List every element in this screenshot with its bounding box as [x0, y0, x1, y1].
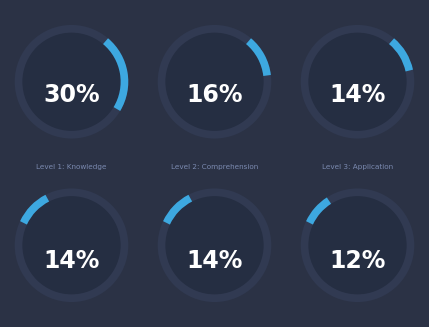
Circle shape — [166, 33, 263, 130]
Circle shape — [309, 33, 406, 130]
Circle shape — [309, 197, 406, 294]
Circle shape — [166, 197, 263, 294]
Text: 30%: 30% — [43, 83, 100, 107]
Text: 14%: 14% — [43, 249, 100, 273]
Text: Level 3: Application: Level 3: Application — [322, 164, 393, 170]
Text: 12%: 12% — [329, 249, 386, 273]
Circle shape — [23, 197, 120, 294]
Text: Level 1: Knowledge: Level 1: Knowledge — [36, 164, 107, 170]
Text: 14%: 14% — [329, 83, 386, 107]
Text: 16%: 16% — [186, 83, 243, 107]
Circle shape — [23, 33, 120, 130]
Text: Level 2: Comprehension: Level 2: Comprehension — [171, 164, 258, 170]
Text: 14%: 14% — [186, 249, 243, 273]
